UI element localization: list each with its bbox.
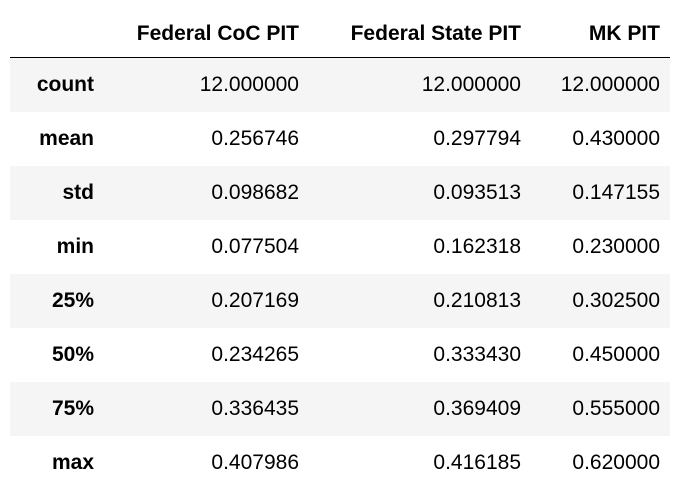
row-label: mean — [39, 126, 94, 150]
table-row: min 0.077504 0.162318 0.230000 — [10, 220, 670, 274]
row-label: count — [36, 72, 94, 96]
table-cell: 0.450000 — [572, 342, 660, 366]
table-cell: 12.000000 — [560, 72, 660, 96]
row-label: 50% — [51, 342, 94, 366]
table-cell: 0.098682 — [211, 180, 299, 204]
table-cell: 12.000000 — [199, 72, 299, 96]
table-row: 75% 0.336435 0.369409 0.555000 — [10, 381, 670, 436]
row-label: 75% — [51, 396, 94, 420]
table-cell: 0.297794 — [433, 126, 521, 150]
table-cell: 0.147155 — [572, 180, 660, 204]
table-cell: 0.210813 — [433, 288, 521, 312]
row-label: max — [51, 450, 94, 474]
table-cell: 0.369409 — [433, 396, 521, 420]
row-label: std — [62, 180, 95, 204]
table-header: Federal CoC PIT Federal State PIT MK PIT — [10, 10, 670, 58]
table-cell: 0.162318 — [433, 234, 521, 258]
table-row: mean 0.256746 0.297794 0.430000 — [10, 112, 670, 166]
table-cell: 0.234265 — [211, 342, 299, 366]
table-row: count 12.000000 12.000000 12.000000 — [10, 57, 670, 112]
table-cell: 12.000000 — [421, 72, 521, 96]
describe-table: Federal CoC PIT Federal State PIT MK PIT… — [10, 10, 670, 490]
table-cell: 0.407986 — [211, 450, 299, 474]
table-body: count 12.000000 12.000000 12.000000 mean… — [10, 57, 670, 490]
table-cell: 0.620000 — [572, 450, 660, 474]
column-header: MK PIT — [588, 21, 660, 45]
table-cell: 0.207169 — [211, 288, 299, 312]
table-cell: 0.336435 — [211, 396, 299, 420]
table-cell: 0.093513 — [433, 180, 521, 204]
table-row: 25% 0.207169 0.210813 0.302500 — [10, 273, 670, 328]
column-header: Federal CoC PIT — [136, 21, 299, 45]
table-cell: 0.230000 — [572, 234, 660, 258]
table-cell: 0.077504 — [211, 234, 299, 258]
row-label: 25% — [51, 288, 94, 312]
header-row: Federal CoC PIT Federal State PIT MK PIT — [10, 10, 670, 58]
table-cell: 0.430000 — [572, 126, 660, 150]
table-cell: 0.302500 — [572, 288, 660, 312]
table-cell: 0.333430 — [433, 342, 521, 366]
row-label: min — [56, 234, 94, 258]
table-cell: 0.555000 — [572, 396, 660, 420]
table-row: 50% 0.234265 0.333430 0.450000 — [10, 328, 670, 382]
table-cell: 0.416185 — [433, 450, 521, 474]
column-header: Federal State PIT — [350, 21, 521, 45]
index-header-cell — [10, 10, 104, 58]
table-row: std 0.098682 0.093513 0.147155 — [10, 165, 670, 220]
table-row: max 0.407986 0.416185 0.620000 — [10, 436, 670, 490]
table-cell: 0.256746 — [211, 126, 299, 150]
